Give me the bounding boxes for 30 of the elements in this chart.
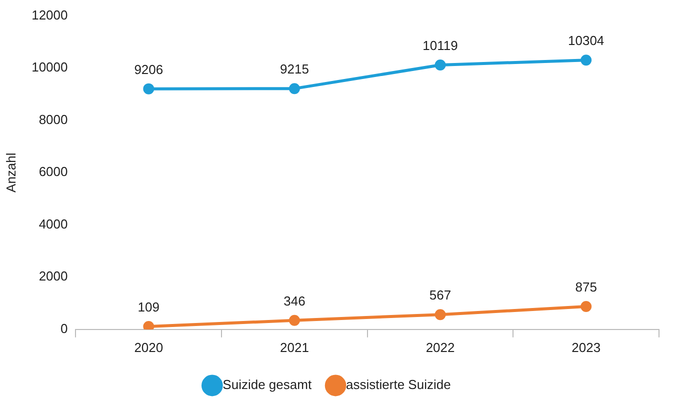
y-tick-label: 12000 bbox=[32, 7, 68, 22]
data-label: 9206 bbox=[134, 62, 164, 77]
y-tick-label: 8000 bbox=[38, 112, 68, 127]
legend-label: assistierte Suizide bbox=[346, 377, 451, 392]
point bbox=[434, 59, 446, 70]
data-label: 10304 bbox=[568, 33, 604, 48]
point bbox=[434, 309, 446, 320]
data-label: 875 bbox=[575, 280, 597, 295]
y-tick-label: 4000 bbox=[38, 216, 68, 232]
legend-label: Suizide gesamt bbox=[222, 377, 312, 392]
x-tick-label: 2020 bbox=[134, 340, 164, 355]
point bbox=[143, 321, 154, 330]
data-label: 567 bbox=[429, 288, 452, 303]
point bbox=[580, 54, 592, 66]
point bbox=[288, 83, 300, 94]
x-tick-label: 2021 bbox=[280, 340, 309, 355]
data-label: 109 bbox=[138, 300, 160, 315]
y-axis-title: Anzahl bbox=[3, 152, 18, 192]
data-label: 346 bbox=[284, 293, 306, 308]
y-tick-label: 6000 bbox=[38, 164, 68, 180]
data-label: 10119 bbox=[422, 38, 458, 54]
x-tick-label: 2022 bbox=[426, 340, 455, 355]
point bbox=[580, 301, 592, 312]
y-tick-label: 0 bbox=[60, 320, 68, 336]
point bbox=[143, 83, 154, 94]
point bbox=[288, 314, 300, 326]
x-tick-label: 2023 bbox=[572, 340, 601, 355]
y-tick-label: 10000 bbox=[32, 60, 68, 75]
data-label: 9215 bbox=[280, 62, 309, 77]
y-tick-label: 2000 bbox=[38, 268, 68, 284]
